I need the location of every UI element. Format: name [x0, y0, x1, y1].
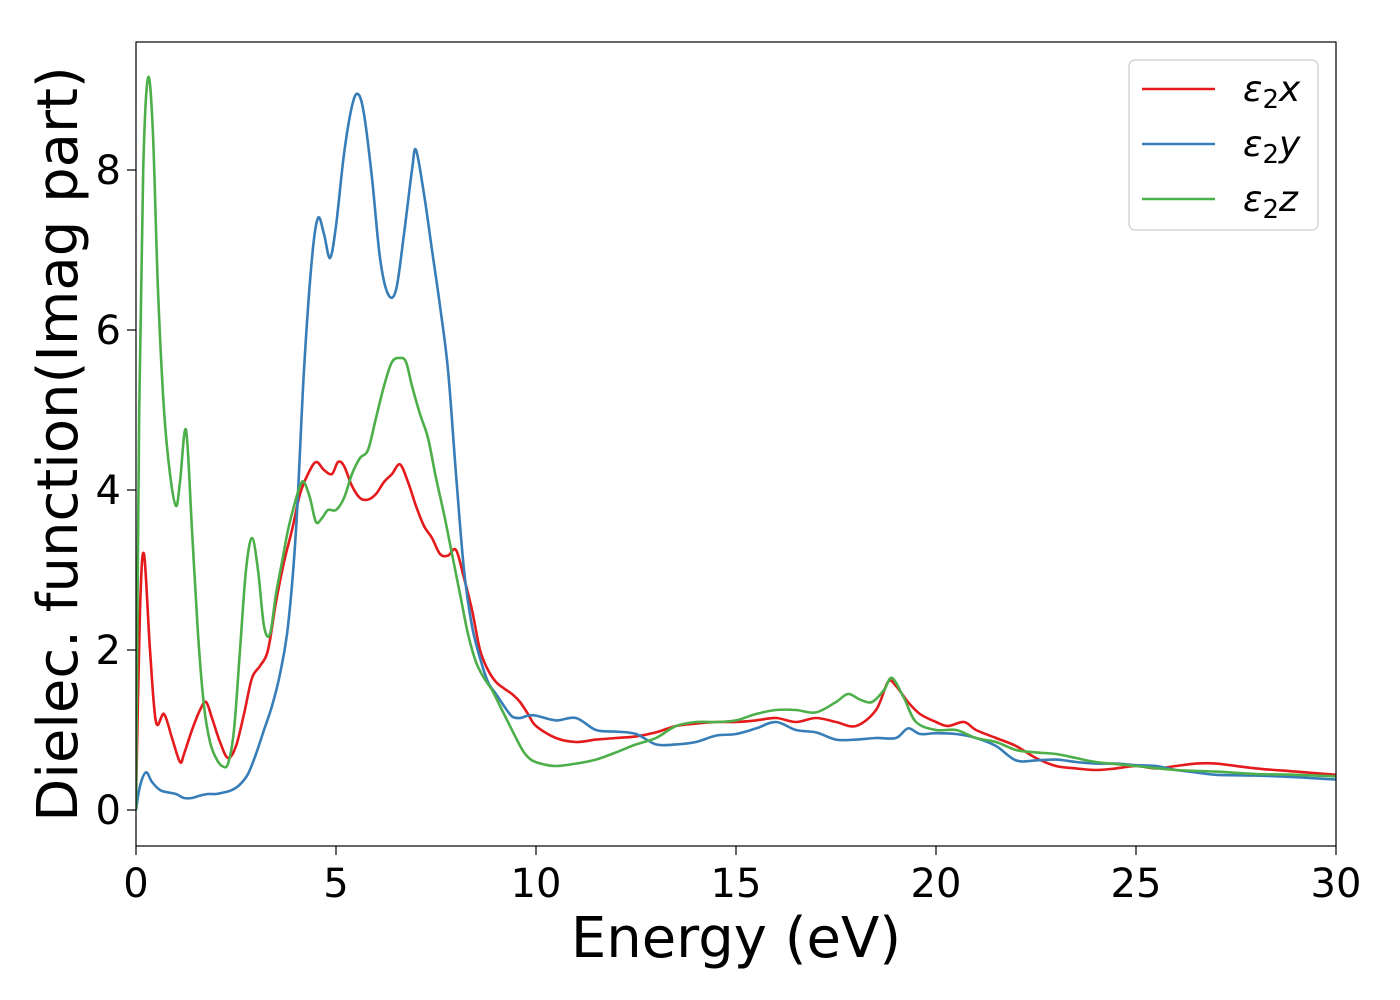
y-tick-label: 8: [96, 148, 121, 194]
y-tick-label: 6: [96, 308, 121, 354]
series-line-x: [136, 460, 1336, 803]
x-tick-label: 10: [511, 861, 562, 907]
y-tick-label: 4: [96, 468, 121, 514]
series-line-y: [136, 92, 1336, 811]
x-tick-label: 0: [123, 861, 148, 907]
x-tick-label: 30: [1311, 861, 1362, 907]
y-axis-title: Dielec. function(Imag part): [26, 66, 91, 822]
x-axis-title: Energy (eV): [571, 906, 901, 971]
legend-label-z: ε2z: [1243, 179, 1299, 225]
legend: ε2x ε2y ε2z: [1128, 59, 1319, 231]
y-tick-label: 0: [96, 788, 121, 834]
series-layer: [136, 75, 1336, 811]
series-line-z: [136, 75, 1336, 811]
legend-label-x: ε2x: [1243, 69, 1301, 115]
x-axis: 0 5 10 15 20 25 30: [123, 846, 1361, 907]
x-tick-label: 5: [323, 861, 348, 907]
x-tick-label: 25: [1111, 861, 1162, 907]
x-tick-label: 15: [711, 861, 762, 907]
y-axis: 0 2 4 6 8: [96, 148, 136, 834]
y-tick-label: 2: [96, 628, 121, 674]
legend-frame: [1128, 59, 1319, 231]
legend-label-y: ε2y: [1243, 124, 1301, 170]
x-tick-label: 20: [911, 861, 962, 907]
